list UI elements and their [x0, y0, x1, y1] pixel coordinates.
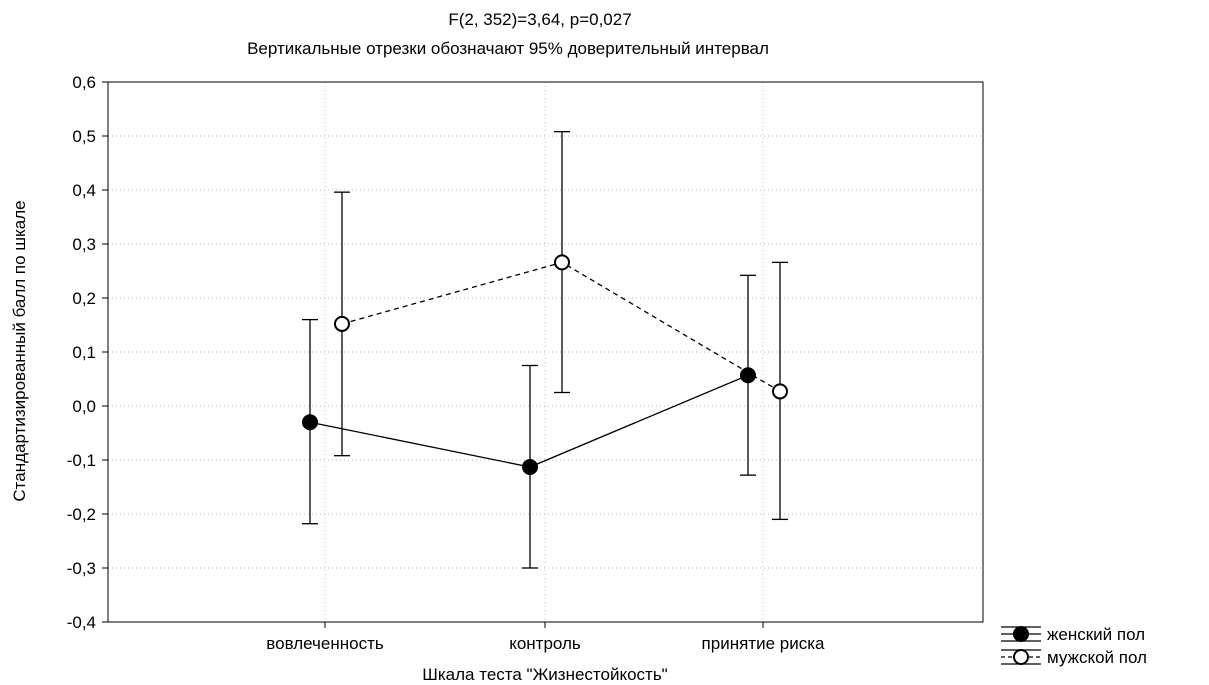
y-tick-label: -0,3: [67, 559, 96, 578]
y-tick-label: 0,3: [72, 235, 96, 254]
y-axis-ticks: 0,6 0,5 0,4 0,3 0,2 0,1 0,0 -0,1 -0,2 -0,3 -0,4: [67, 73, 108, 632]
grid-lines: [108, 81, 983, 623]
data-point: [334, 315, 350, 332]
chart-subtitle: Вертикальные отрезки обозначают 95% дове…: [247, 39, 769, 58]
y-tick-label: 0,6: [72, 73, 96, 92]
y-tick-label: 0,4: [72, 181, 96, 200]
data-point: [740, 367, 756, 384]
series-line: [341, 261, 781, 392]
y-tick-label: -0,1: [67, 451, 96, 470]
y-axis-title: Стандартизированный балл по шкале: [10, 200, 29, 501]
legend-marker: [1013, 649, 1029, 665]
y-tick-label: 0,5: [72, 127, 96, 146]
y-tick-label: 0,2: [72, 289, 96, 308]
legend: женский пол мужской пол: [1001, 625, 1147, 667]
legend-label: мужской пол: [1047, 648, 1147, 667]
x-axis-ticks: вовлеченность контроль принятие риска: [266, 622, 825, 653]
series-line: [309, 374, 749, 468]
data-point: [302, 414, 318, 431]
chart-title: F(2, 352)=3,64, p=0,027: [448, 10, 631, 29]
y-tick-label: 0,1: [72, 343, 96, 362]
data-point: [522, 459, 538, 476]
x-axis-title: Шкала теста "Жизнестойкость": [422, 665, 667, 684]
y-tick-label: -0,4: [67, 613, 96, 632]
y-tick-label: -0,2: [67, 505, 96, 524]
legend-marker: [1013, 626, 1029, 642]
data-point: [554, 254, 570, 271]
x-tick-label: принятие риска: [702, 634, 825, 653]
data-point: [772, 383, 788, 400]
series-2: [334, 131, 788, 521]
legend-label: женский пол: [1047, 625, 1145, 644]
x-tick-label: контроль: [509, 634, 581, 653]
x-tick-label: вовлеченность: [266, 634, 384, 653]
series-1: [302, 274, 756, 569]
series-layer: [302, 131, 788, 569]
y-tick-label: 0,0: [72, 397, 96, 416]
